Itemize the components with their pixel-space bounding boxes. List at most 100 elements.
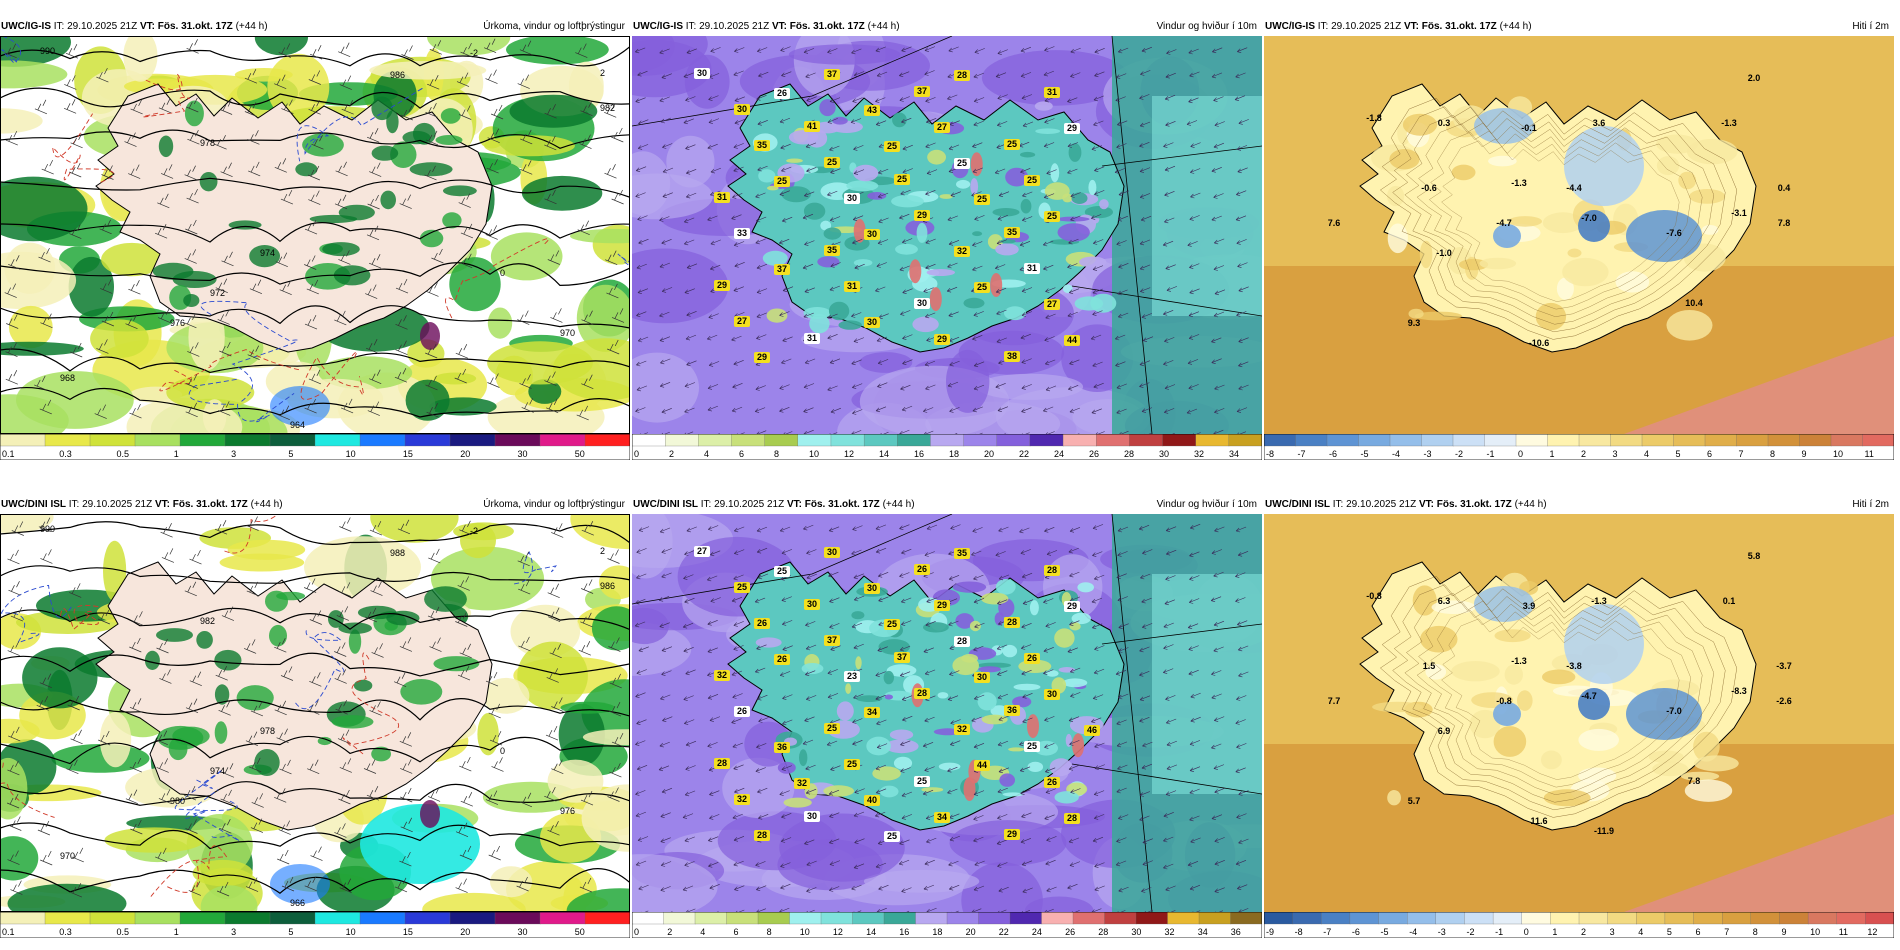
temperature-value-label: -11.9: [1594, 826, 1614, 836]
svg-text:27: 27: [937, 122, 947, 132]
legend-tick-label: 12: [1867, 927, 1877, 937]
temperature-value-label: 7.8: [1688, 776, 1701, 786]
gust-value-label: 28: [954, 70, 970, 81]
legend-tick-label: 0: [634, 449, 639, 459]
legend-swatch: [494, 912, 541, 925]
temperature-value-label: -3.8: [1566, 661, 1582, 671]
legend-tick-label: 10: [1833, 449, 1843, 459]
legend-swatch: [663, 912, 696, 925]
gust-value-label: 25: [884, 141, 900, 152]
model-name: UWC/IG-IS: [633, 21, 683, 32]
it-label: IT:: [685, 21, 697, 32]
gust-value-label: 35: [954, 548, 970, 559]
gust-value-label: 25: [954, 158, 970, 169]
gust-value-label: 29: [1004, 829, 1020, 840]
panel-header: UWC/DINI ISL IT: 29.10.2025 21Z VT: Fös.…: [1265, 496, 1893, 514]
isobar-label: 982: [200, 616, 215, 626]
svg-text:26: 26: [917, 564, 927, 574]
legend-tick-label: -6: [1329, 449, 1337, 459]
legend-tick-label: 12: [844, 449, 854, 459]
legend-tick-label: 8: [767, 927, 772, 937]
svg-text:25: 25: [827, 157, 837, 167]
gust-value-label: 25: [734, 582, 750, 593]
svg-text:25: 25: [887, 141, 897, 151]
svg-text:30: 30: [737, 104, 747, 114]
legend-tick-label: 20: [966, 927, 976, 937]
legend-tick-label: 7: [1739, 449, 1744, 459]
vt-label: VT:: [1403, 21, 1419, 32]
temperature-map[interactable]: 2.0 -1.8 0.3 -0.1 3.6 -1.3 -1.3 -4.4 -0.6 0.4 7.6 -…: [1264, 36, 1894, 434]
svg-text:44: 44: [1067, 335, 1077, 345]
legend-tick-label: 2: [667, 927, 672, 937]
wind-map[interactable]: 30 41 25 35 29 31 37 25 31 35 30 38 30 25 29 31 27 37 27 25…: [632, 36, 1262, 434]
svg-text:30: 30: [1047, 689, 1057, 699]
legend-tick-label: 1: [1550, 449, 1555, 459]
gust-value-label: 29: [934, 334, 950, 345]
temperature-value-label: -1.3: [1721, 118, 1737, 128]
svg-text:25: 25: [1027, 175, 1037, 185]
legend-swatch: [1096, 434, 1131, 447]
svg-text:25: 25: [887, 831, 897, 841]
temperature-value-label: -0.1: [1521, 123, 1537, 133]
legend-tick-label: -1: [1495, 927, 1503, 937]
temperature-map[interactable]: 5.8 -0.8 6.3 3.9 -1.3 0.1 -1.3 -3.8 1.5 -3.7 7.7 -0…: [1264, 514, 1894, 912]
temperature-value-label: -3.7: [1776, 661, 1792, 671]
svg-text:29: 29: [937, 334, 947, 344]
legend-tick-label: 32: [1194, 449, 1204, 459]
gust-value-label: 31: [844, 281, 860, 292]
panel-title: Hiti í 2m: [1852, 499, 1889, 510]
temperature-value-label: 0.4: [1778, 183, 1791, 193]
init-time: 29.10.2025 21Z: [1346, 499, 1417, 510]
legend-swatch: [44, 434, 91, 447]
gust-value-label: 43: [864, 105, 880, 116]
svg-text:28: 28: [717, 758, 727, 768]
color-legend: 0.1 0.3 0.5 1 3 5 10 15 20 30 50: [0, 912, 630, 938]
isotherm-label: -2: [470, 526, 478, 536]
legend-tick-label: 30: [1159, 449, 1169, 459]
legend-tick-label: 32: [1165, 927, 1175, 937]
legend-tick-label: -4: [1409, 927, 1417, 937]
wind-map[interactable]: 27 30 37 36 28 30 26 28 32 25 25 29 25 37 28 25 32 30 29 26…: [632, 514, 1262, 912]
temperature-value-label: -10.6: [1529, 338, 1550, 348]
legend-swatch: [665, 434, 699, 447]
precip-map[interactable]: 990 986 982 978 974 972 976 970 968 964 -2 2 0: [0, 36, 630, 434]
init-time: 29.10.2025 21Z: [1331, 21, 1402, 32]
legend-swatch: [1407, 912, 1437, 925]
svg-text:30: 30: [867, 583, 877, 593]
legend-tick-label: 4: [704, 449, 709, 459]
vt-label: VT:: [771, 21, 787, 32]
legend-swatch: [930, 434, 965, 447]
isotherm-label: -2: [470, 48, 478, 58]
gust-value-label: 25: [974, 282, 990, 293]
gust-value-label: 25: [1024, 175, 1040, 186]
gust-value-label: 30: [974, 672, 990, 683]
legend-tick-label: 3: [231, 449, 236, 459]
gust-value-label: 32: [954, 724, 970, 735]
gust-value-label: 28: [1064, 813, 1080, 824]
legend-tick-label: 24: [1054, 449, 1064, 459]
legend-tick-label: 20: [460, 449, 470, 459]
legend-swatch: [314, 912, 361, 925]
model-name: UWC/IG-IS: [1265, 21, 1315, 32]
legend-swatch: [1264, 434, 1297, 447]
gust-value-label: 26: [734, 706, 750, 717]
legend-tick-label: 0.5: [117, 449, 130, 459]
gust-value-label: 30: [844, 193, 860, 204]
gust-value-label: 29: [1064, 123, 1080, 134]
temperature-value-label: -7.0: [1581, 213, 1597, 223]
legend-tick-label: 8: [1753, 927, 1758, 937]
valid-time: Fös. 31.okt. 17Z: [1436, 499, 1512, 510]
legend-tick-label: 9: [1782, 927, 1787, 937]
legend-swatch: [1378, 912, 1408, 925]
gust-value-label: 28: [914, 688, 930, 699]
svg-text:26: 26: [777, 88, 787, 98]
it-label: IT:: [1317, 21, 1329, 32]
temperature-value-label: -1.8: [1366, 113, 1382, 123]
legend-swatch: [359, 912, 406, 925]
legend-swatch: [1636, 912, 1666, 925]
precip-map[interactable]: 990 988 986 982 978 974 980 976 970 966 -2 2 0: [0, 514, 630, 912]
legend-swatch: [539, 912, 586, 925]
legend-tick-label: 14: [866, 927, 876, 937]
legend-swatch: [134, 912, 181, 925]
svg-text:26: 26: [1047, 777, 1057, 787]
